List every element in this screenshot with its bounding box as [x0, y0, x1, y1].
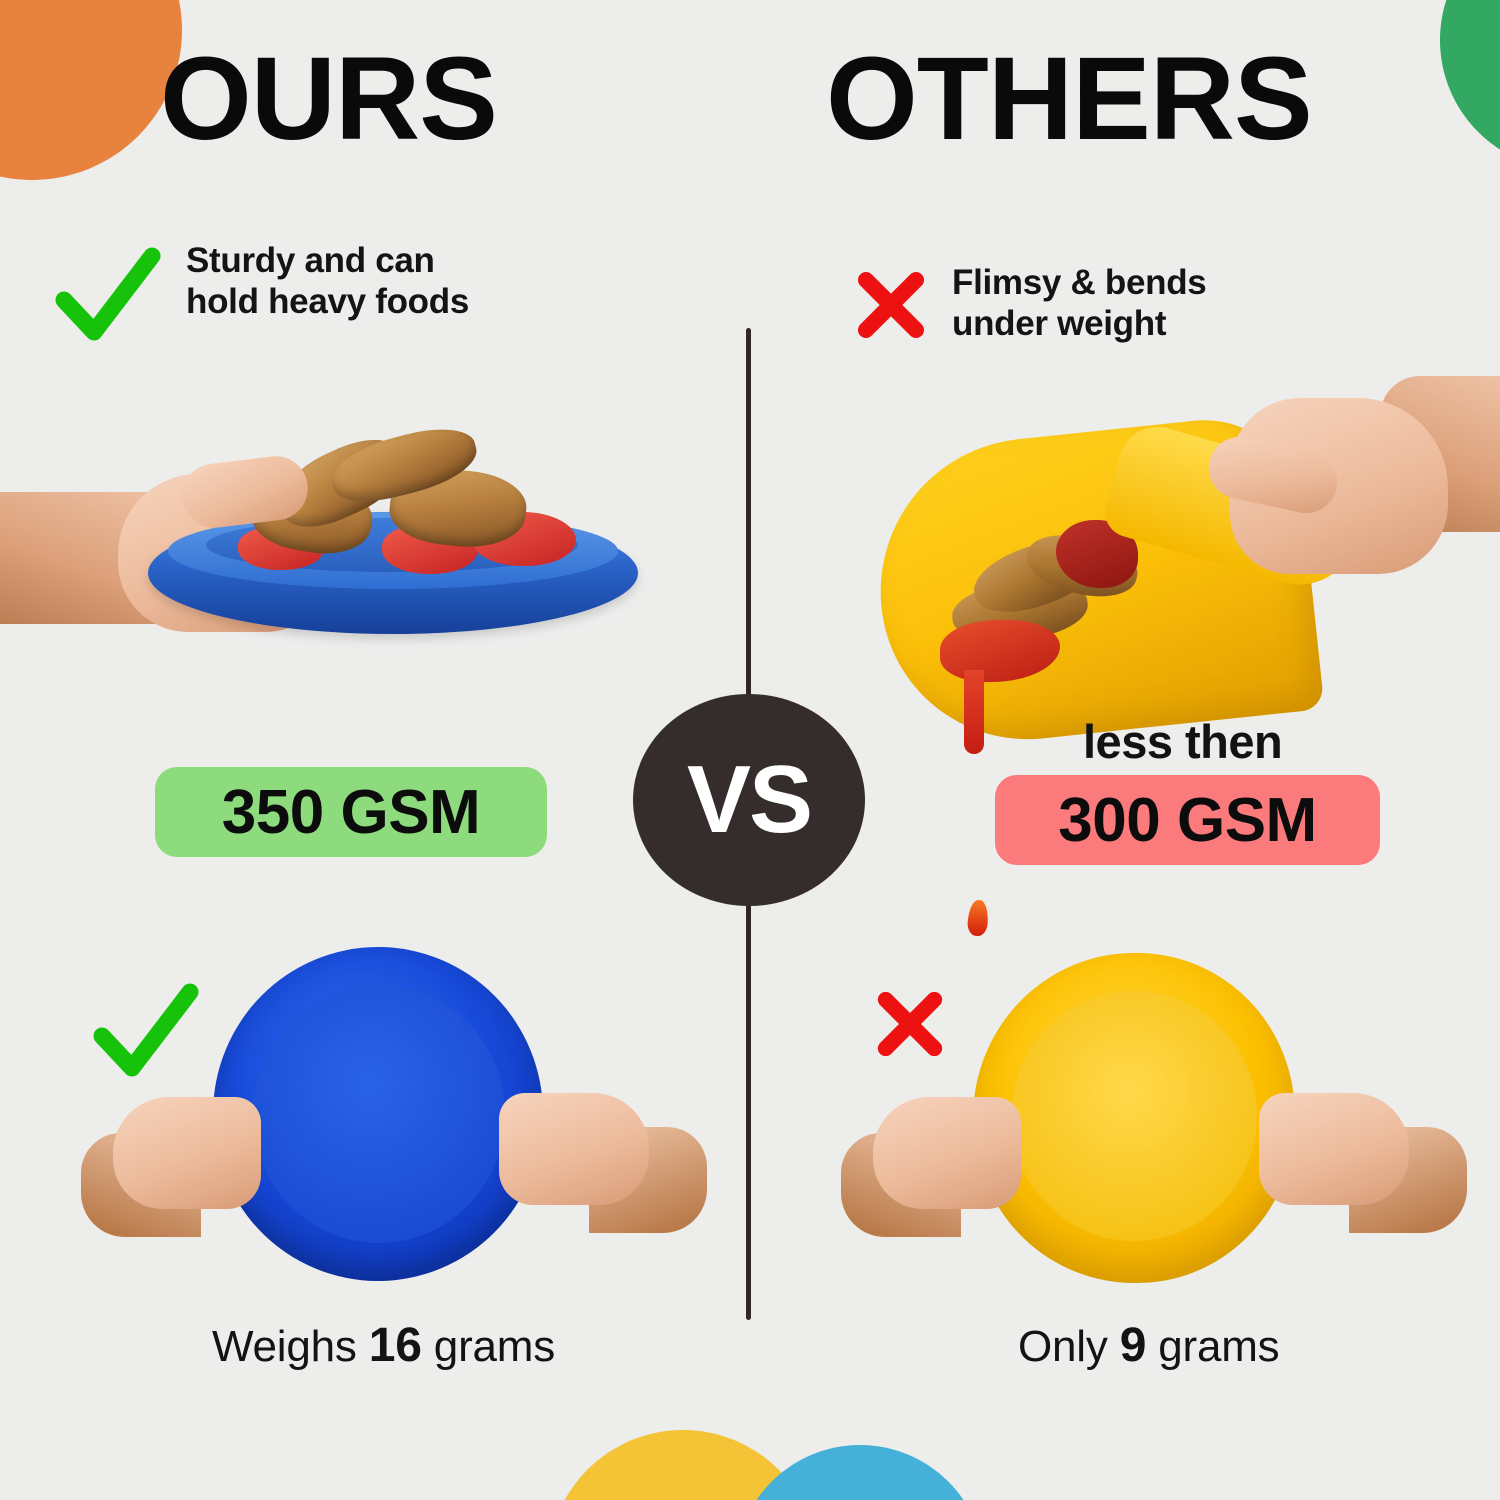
- claim-ours-text: Sturdy and can hold heavy foods: [186, 240, 469, 323]
- blue-plate-well: [253, 985, 505, 1243]
- column-title-others: OTHERS: [826, 33, 1313, 165]
- vs-label: VS: [686, 746, 813, 853]
- photo-ours-hand-holding-blue-plate: [0, 400, 700, 700]
- weight-prefix-others: Only: [1018, 1322, 1108, 1371]
- weight-suffix-others: grams: [1158, 1322, 1280, 1371]
- weight-number-others: 9: [1119, 1319, 1147, 1372]
- claim-others-line2: under weight: [952, 304, 1167, 344]
- green-corner-circle: [1440, 0, 1500, 170]
- hand-right: [1259, 1093, 1409, 1205]
- gsm-badge-ours: 350 GSM: [155, 767, 547, 857]
- weight-prefix-ours: Weighs: [212, 1322, 357, 1371]
- hand-left: [873, 1097, 1021, 1209]
- sauce-drip: [964, 670, 984, 754]
- weight-suffix-ours: grams: [433, 1322, 556, 1371]
- weight-caption-others: Only 9 grams: [1018, 1318, 1280, 1373]
- claim-others-line1: Flimsy & bends: [952, 263, 1207, 302]
- photo-others-hand-bending-yellow-plate: [860, 370, 1500, 790]
- green-check-icon: [93, 983, 199, 1077]
- green-check-icon: [55, 247, 161, 341]
- yellow-plate-well: [1011, 991, 1257, 1241]
- orange-corner-circle: [0, 0, 182, 180]
- photo-others-two-hands-buckling-yellow-plate: [841, 945, 1467, 1295]
- hand-left: [113, 1097, 261, 1209]
- claim-ours: Sturdy and can hold heavy foods: [52, 240, 469, 348]
- photo-ours-two-hands-rigid-blue-plate: [81, 945, 707, 1295]
- weight-caption-ours: Weighs 16 grams: [212, 1318, 555, 1373]
- falling-sauce-droplet: [966, 899, 990, 937]
- claim-ours-line1: Sturdy and can: [186, 241, 435, 280]
- red-x-icon: [877, 991, 943, 1057]
- claim-ours-line2: hold heavy foods: [186, 282, 470, 322]
- less-then-label: less then: [1083, 715, 1283, 768]
- claim-others-text: Flimsy & bends under weight: [952, 262, 1207, 345]
- column-title-ours: OURS: [160, 33, 498, 165]
- claim-others: Flimsy & bends under weight: [852, 262, 1207, 345]
- red-x-icon: [858, 272, 924, 338]
- gsm-badge-others: 300 GSM: [995, 775, 1380, 865]
- weight-number-ours: 16: [368, 1319, 422, 1372]
- hand-right: [499, 1093, 649, 1205]
- vs-badge: VS: [633, 694, 865, 906]
